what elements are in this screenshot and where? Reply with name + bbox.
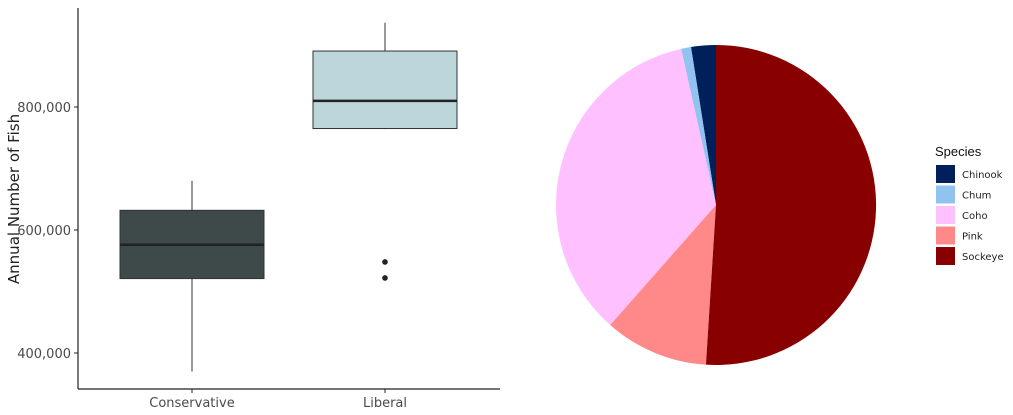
x-tick-label: Liberal xyxy=(363,396,407,411)
pie-slice-chinook xyxy=(690,45,716,205)
legend-label-chinook: Chinook xyxy=(962,170,1003,181)
x-tick-label: Conservative xyxy=(149,396,234,411)
pie-chart: Species Chinook Chum Coho Pink Sockeye xyxy=(555,44,1004,365)
legend-swatch-pink xyxy=(936,226,955,245)
legend-label-chum: Chum xyxy=(962,191,991,202)
legend-title: Species xyxy=(935,144,982,159)
pie-slice-chum xyxy=(681,46,716,205)
legend-label-pink: Pink xyxy=(962,232,983,243)
y-tick-label: 600,000 xyxy=(17,224,71,239)
legend-label-sockeye: Sockeye xyxy=(962,252,1004,263)
outlier-point xyxy=(382,259,388,265)
legend-swatch-chinook xyxy=(936,165,955,183)
y-tick-label: 400,000 xyxy=(17,347,71,362)
pie-slice-pink xyxy=(610,205,716,365)
y-axis-title: Annual Number of Fish xyxy=(5,114,23,284)
legend-swatch-coho xyxy=(936,206,955,224)
pie-slice-coho xyxy=(555,48,716,326)
legend-swatch-sockeye xyxy=(936,247,955,265)
legend-label-coho: Coho xyxy=(962,211,988,222)
legend-swatch-chum xyxy=(936,185,955,204)
box-plot: 400,000 600,000 800,000 Conservative Liberal… xyxy=(5,8,500,411)
pie-slice-sockeye xyxy=(705,44,877,365)
outlier-point xyxy=(382,275,388,281)
box xyxy=(312,50,458,130)
legend: Species Chinook Chum Coho Pink Sockeye xyxy=(935,144,1004,265)
y-tick-label: 800,000 xyxy=(17,101,71,116)
